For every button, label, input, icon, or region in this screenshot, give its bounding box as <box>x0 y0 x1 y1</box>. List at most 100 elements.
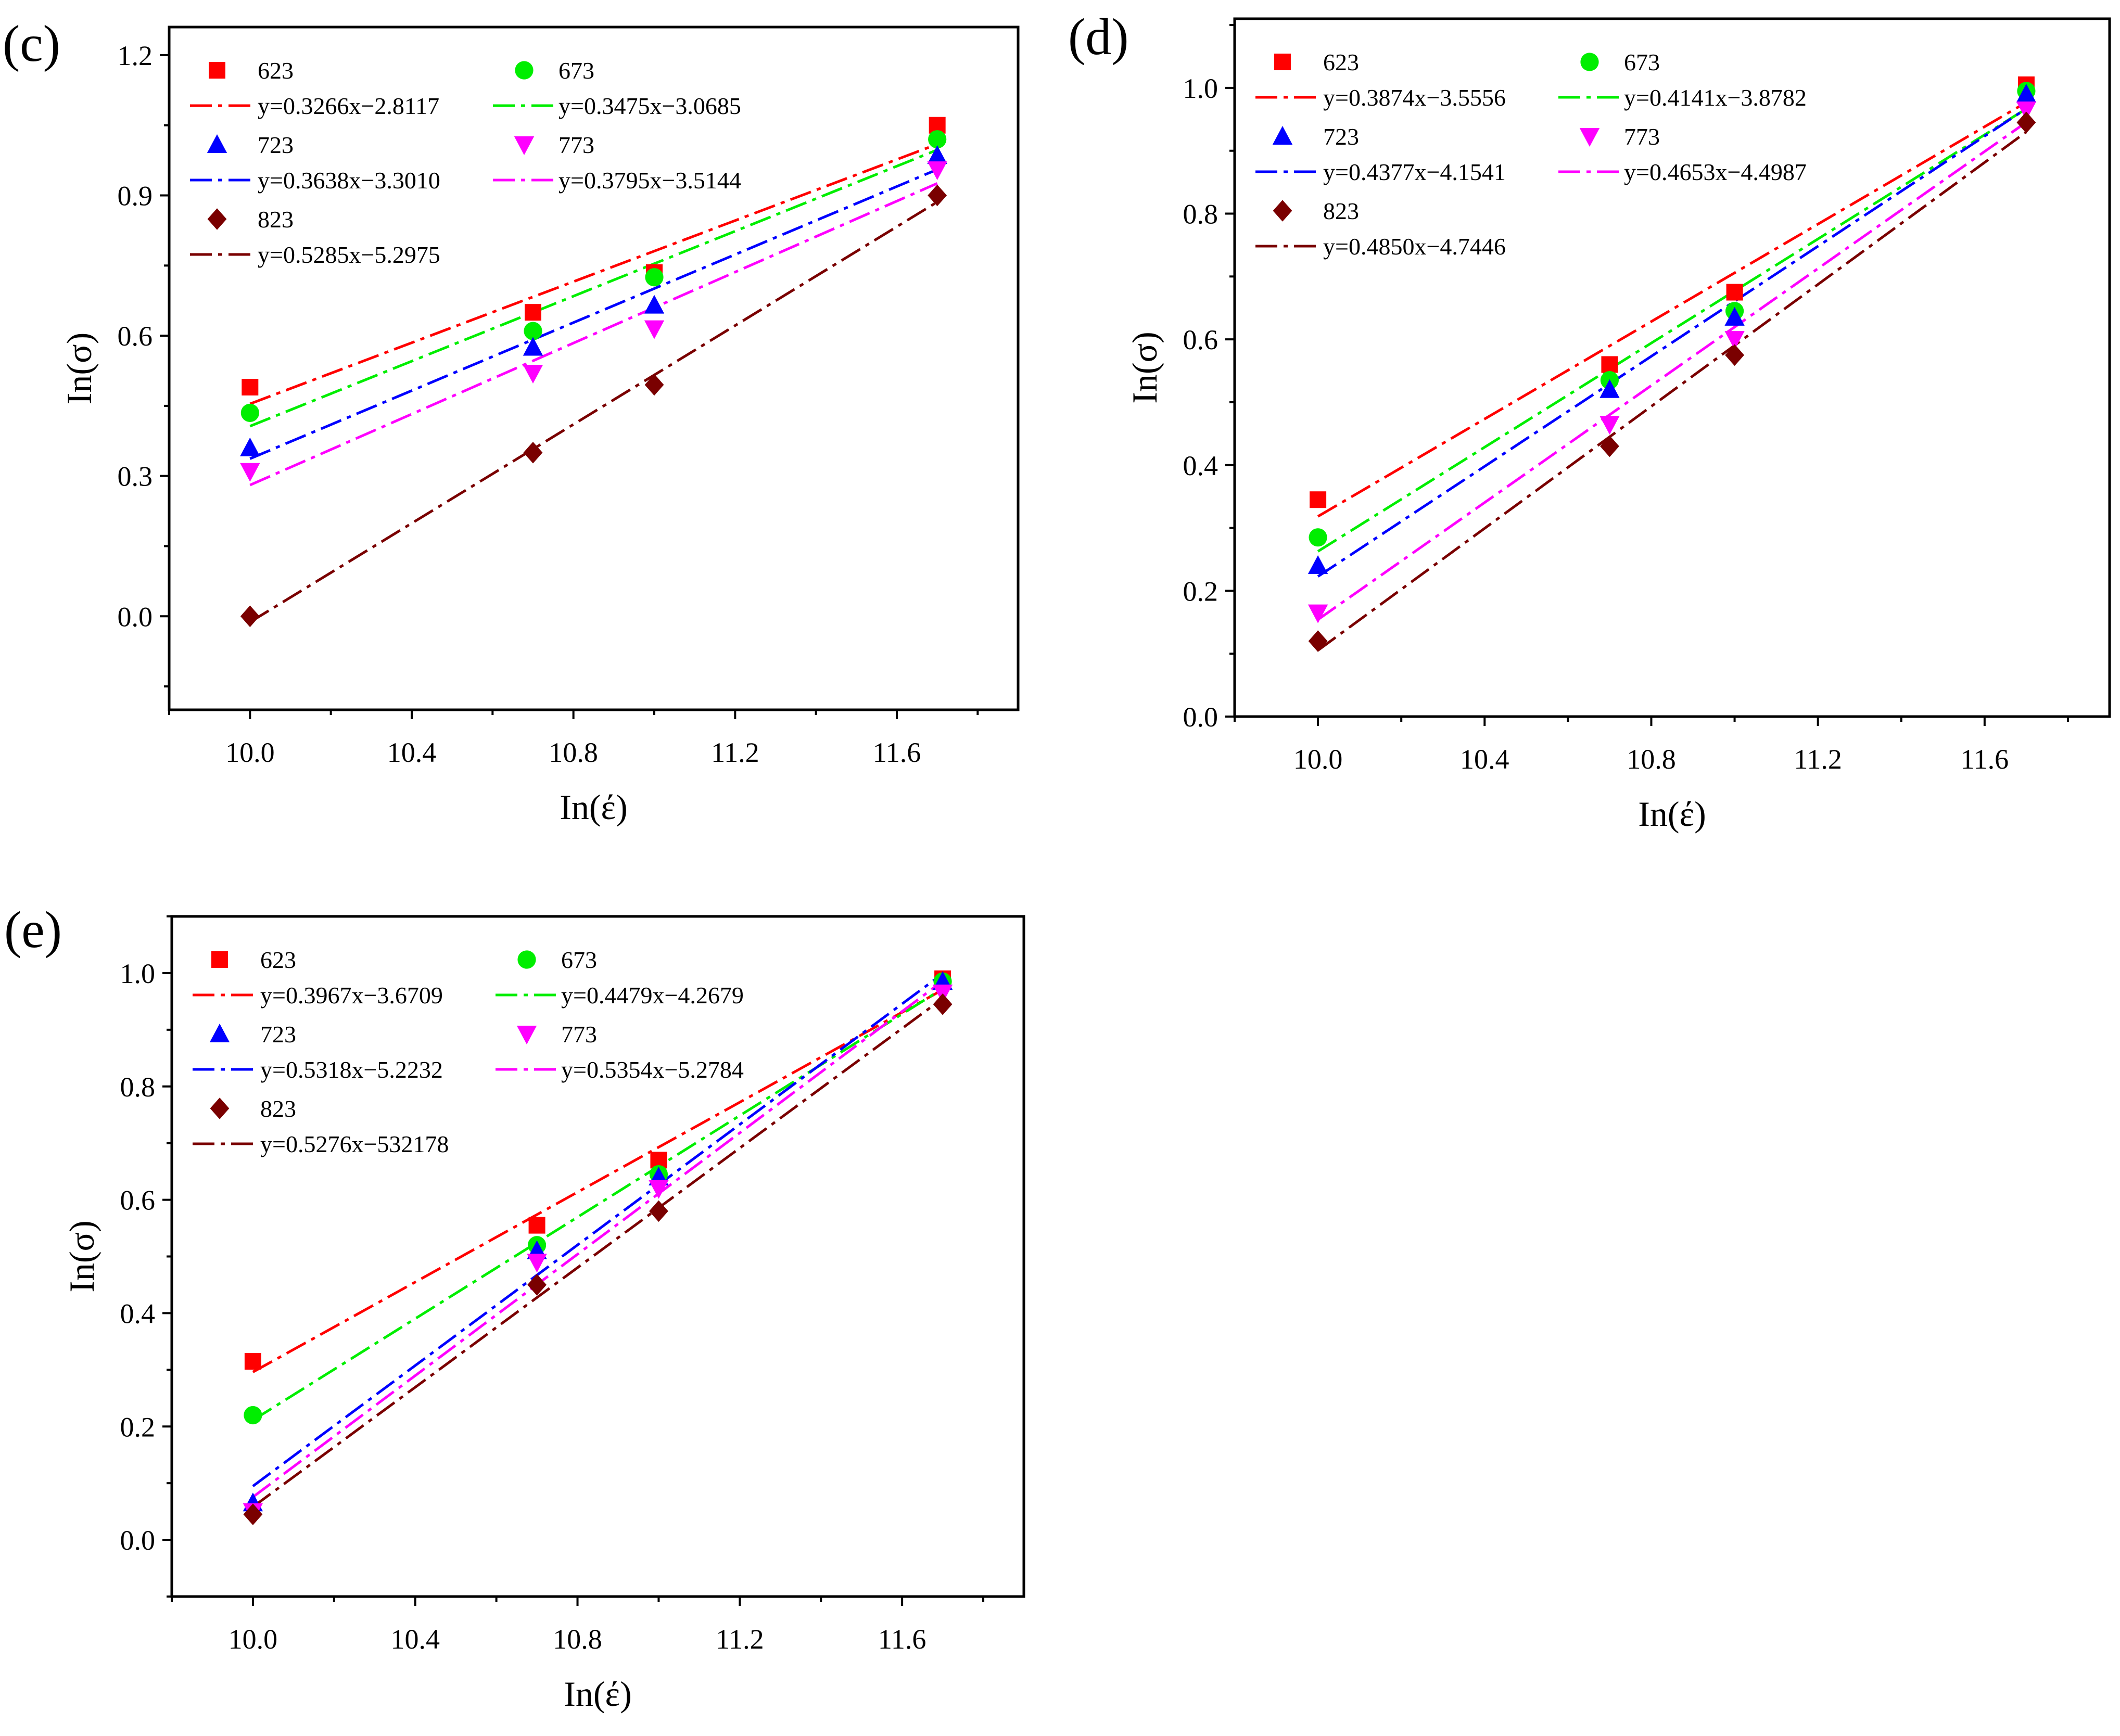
data-point-623 <box>244 1352 261 1370</box>
data-point-723 <box>927 145 947 164</box>
fit-line-723 <box>252 973 944 1487</box>
data-point-823 <box>644 374 664 396</box>
data-point-673 <box>524 322 542 340</box>
data-point-723 <box>1307 555 1328 575</box>
x-axis-label: In(έ) <box>560 787 628 827</box>
legend-fit-equation: y=0.5285x−5.2975 <box>258 241 440 268</box>
fit-line-623 <box>1317 101 2027 518</box>
plot-frame <box>168 25 1020 711</box>
y-tick-label: 1.0 <box>120 958 156 989</box>
legend-marker-723 <box>207 134 227 153</box>
data-point-623 <box>1601 356 1618 373</box>
data-point-773 <box>1724 331 1745 350</box>
legend-label: 623 <box>258 57 294 84</box>
y-axis-label: In(σ) <box>62 1220 101 1293</box>
legend-fit-equation: y=0.4141x−3.8782 <box>1624 84 1807 111</box>
legend-marker-723 <box>209 1024 230 1042</box>
data-point-773 <box>1599 416 1620 435</box>
fit-line-723 <box>1317 107 2027 578</box>
data-point-773 <box>527 1254 547 1273</box>
legend-marker-623 <box>209 62 225 79</box>
data-point-723 <box>644 295 665 314</box>
legend-marker-773 <box>516 1026 537 1044</box>
x-tick-label: 10.4 <box>387 737 437 768</box>
legend-fit-equation: y=0.3795x−3.5144 <box>558 167 741 194</box>
legend-label: 673 <box>1624 49 1660 75</box>
y-tick-label: 0.0 <box>1183 701 1218 733</box>
legend-marker-623 <box>1274 54 1291 70</box>
y-tick-label: 0.6 <box>120 1185 156 1216</box>
legend-label: 723 <box>258 132 294 158</box>
legend-label: 723 <box>1323 123 1359 150</box>
data-point-673 <box>928 130 947 149</box>
data-point-773 <box>927 161 947 181</box>
x-tick-label: 11.2 <box>716 1624 764 1655</box>
y-tick-label: 0.0 <box>120 1525 156 1556</box>
y-tick-label: 0.9 <box>118 181 153 212</box>
x-tick-label: 10.0 <box>225 737 275 768</box>
y-tick-label: 0.6 <box>1183 324 1218 355</box>
data-point-673 <box>240 403 259 422</box>
data-point-823 <box>928 184 947 207</box>
legend-marker-673 <box>1580 53 1599 71</box>
y-tick-label: 1.0 <box>1183 73 1218 104</box>
legend-label: 673 <box>558 57 594 84</box>
data-point-823 <box>649 1200 668 1222</box>
legend-label: 623 <box>260 947 296 973</box>
x-tick-label: 10.8 <box>549 737 598 768</box>
data-point-673 <box>645 268 664 287</box>
data-point-823 <box>1725 344 1744 366</box>
legend-label: 773 <box>558 132 594 158</box>
x-tick-label: 11.2 <box>711 737 759 768</box>
panel-label: (d) <box>1068 8 1129 66</box>
data-point-773 <box>649 1180 669 1199</box>
x-tick-label: 10.0 <box>228 1624 278 1655</box>
data-point-723 <box>240 437 260 456</box>
y-tick-label: 0.4 <box>1183 450 1218 481</box>
legend-fit-equation: y=0.3266x−2.8117 <box>258 93 439 119</box>
fit-line-673 <box>1317 107 2027 553</box>
data-point-723 <box>523 337 543 356</box>
x-tick-label: 11.6 <box>1961 744 2009 775</box>
data-point-673 <box>1309 528 1327 547</box>
x-axis-label: In(έ) <box>1638 794 1706 834</box>
x-tick-label: 11.6 <box>873 737 921 768</box>
legend-marker-773 <box>514 136 535 155</box>
fit-line-723 <box>249 168 938 460</box>
data-point-823 <box>933 993 953 1015</box>
legend-fit-equation: y=0.3638x−3.3010 <box>258 167 440 194</box>
fit-line-673 <box>249 148 938 428</box>
legend-marker-823 <box>210 1097 230 1119</box>
y-tick-label: 0.2 <box>120 1411 156 1443</box>
legend-marker-673 <box>515 61 534 80</box>
fit-line-623 <box>249 143 938 405</box>
data-point-823 <box>240 605 260 628</box>
legend-label: 823 <box>258 206 294 233</box>
legend-label: 773 <box>1624 123 1660 150</box>
x-tick-label: 10.4 <box>390 1624 440 1655</box>
legend-label: 623 <box>1323 49 1359 75</box>
y-tick-label: 0.6 <box>118 321 153 352</box>
data-point-623 <box>1726 284 1743 301</box>
data-point-723 <box>2016 83 2037 103</box>
x-tick-label: 11.6 <box>878 1624 926 1655</box>
data-point-623 <box>525 304 541 321</box>
data-point-723 <box>1599 379 1620 398</box>
x-tick-label: 10.8 <box>1627 744 1676 775</box>
legend-fit-equation: y=0.5318x−5.2232 <box>260 1056 443 1083</box>
legend-label: 773 <box>561 1021 597 1048</box>
fit-line-673 <box>252 987 944 1422</box>
legend-marker-623 <box>211 951 228 968</box>
panel-label: (e) <box>4 901 62 959</box>
data-point-823 <box>2016 111 2036 134</box>
fit-line-623 <box>252 988 944 1373</box>
y-tick-label: 0.8 <box>1183 199 1218 230</box>
data-point-773 <box>523 364 543 384</box>
fit-line-823 <box>1317 131 2027 652</box>
legend-fit-equation: y=0.3967x−3.6709 <box>260 982 443 1009</box>
chart-panel-d: (d) 10.0 10.4 10.8 11.2 11.6 0.0 0.2 0.4 0.6 0.8 1.… <box>1068 8 2111 834</box>
legend-label: 823 <box>1323 198 1359 224</box>
data-point-823 <box>243 1503 263 1525</box>
fit-line-773 <box>252 980 944 1498</box>
chart-panel-c: (c) 10.0 10.4 10.8 11.2 11.6 0.0 0.3 0.6 0.9 1.2 In… <box>3 15 1020 827</box>
